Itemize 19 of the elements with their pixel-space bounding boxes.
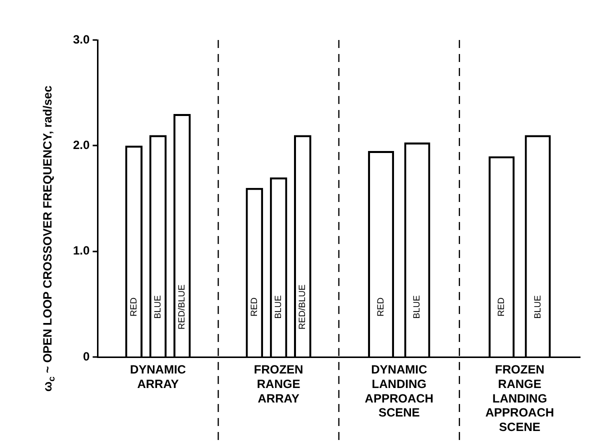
text: BLUE bbox=[273, 295, 284, 319]
text: BLUE bbox=[412, 295, 422, 319]
text: RED bbox=[496, 297, 506, 317]
text: RED bbox=[376, 297, 386, 317]
x-tick-label: FROZEN RANGE ARRAY bbox=[254, 362, 304, 406]
text: BLUE bbox=[532, 295, 542, 319]
y-tick-label: 3.0 bbox=[72, 32, 90, 46]
y-axis-title: ωc ~ OPEN LOOP CROSSOVER FREQUENCY, rad/sec bbox=[40, 85, 56, 392]
x-tick-label: FROZEN RANGE LANDING APPROACH SCENE bbox=[485, 362, 554, 434]
x-tick-label: DYNAMIC LANDING APPROACH SCENE bbox=[364, 362, 434, 420]
y-tick-label: 2.0 bbox=[72, 138, 90, 152]
series-label: RED bbox=[248, 297, 259, 317]
series-label: RED/BLUE bbox=[297, 284, 308, 330]
y-tick-label: 1.0 bbox=[72, 244, 90, 258]
x-tick-label: DYNAMIC ARRAY bbox=[130, 362, 186, 391]
text: RED/BLUE bbox=[176, 284, 187, 330]
text: RED bbox=[128, 297, 138, 317]
series-label: BLUE bbox=[152, 295, 162, 319]
y-tick-label: 0 bbox=[82, 349, 90, 364]
